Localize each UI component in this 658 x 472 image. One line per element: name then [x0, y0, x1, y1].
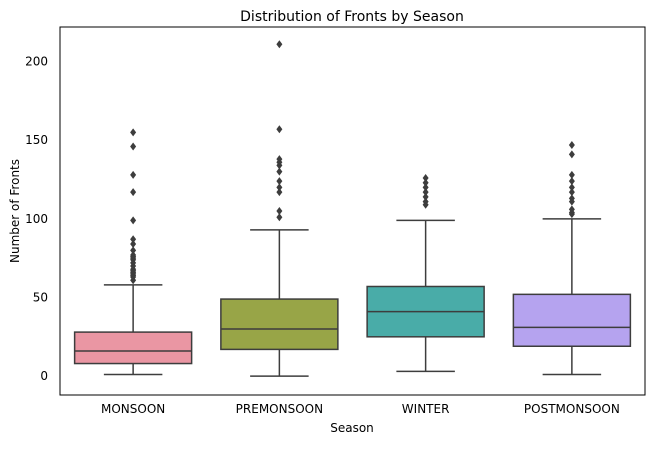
outlier-point [130, 246, 137, 255]
outlier-point [276, 155, 283, 164]
outlier-point [422, 192, 429, 201]
outlier-point [422, 173, 429, 182]
outlier-point [276, 167, 283, 176]
outlier-point [276, 188, 283, 197]
outlier-point [568, 205, 575, 214]
outlier-point [276, 207, 283, 215]
x-axis-label: Season [330, 421, 374, 435]
outlier-point [568, 150, 575, 159]
y-tick-label: 150 [25, 133, 48, 147]
chart-title: Distribution of Fronts by Season [240, 9, 464, 25]
outlier-point [422, 178, 429, 187]
outlier-point [130, 216, 137, 225]
x-tick-label: MONSOON [101, 402, 165, 416]
box-premonsoon [220, 298, 339, 351]
outlier-point [130, 235, 137, 244]
outlier-point [568, 170, 575, 179]
outlier-point [130, 251, 137, 260]
y-tick-label: 100 [25, 212, 48, 226]
y-tick-label: 200 [25, 55, 48, 69]
outlier-point [568, 140, 575, 149]
x-tick-label: POSTMONSOON [524, 402, 620, 416]
x-axis-ticks: MONSOON PREMONSOON WINTER POSTMONSOON [101, 402, 620, 416]
outlier-point [568, 188, 575, 197]
y-tick-label: 50 [33, 290, 48, 304]
outlier-point [130, 188, 137, 197]
box-postmonsoon [512, 293, 632, 347]
outlier-point [276, 177, 283, 186]
outlier-point [130, 170, 137, 179]
outlier-point [568, 194, 575, 203]
outlier-point [422, 183, 429, 192]
boxes-layer [73, 40, 632, 377]
outlier-point [276, 183, 283, 192]
y-axis-label: Number of Fronts [8, 159, 22, 263]
outlier-point [568, 177, 575, 186]
outlier-point [130, 128, 137, 137]
y-tick-label: 0 [40, 369, 48, 383]
x-tick-label: PREMONSOON [236, 402, 323, 416]
outlier-point [276, 40, 283, 49]
outlier-point [130, 240, 137, 249]
outlier-point [422, 188, 429, 197]
x-tick-label: WINTER [402, 402, 450, 416]
outlier-point [130, 142, 137, 151]
outlier-point [422, 197, 429, 206]
box-monsoon [73, 331, 193, 365]
outlier-point [276, 125, 283, 134]
y-axis-ticks: 0 50 100 150 200 [25, 55, 48, 384]
outlier-point [568, 183, 575, 192]
outlier-point [276, 213, 283, 222]
